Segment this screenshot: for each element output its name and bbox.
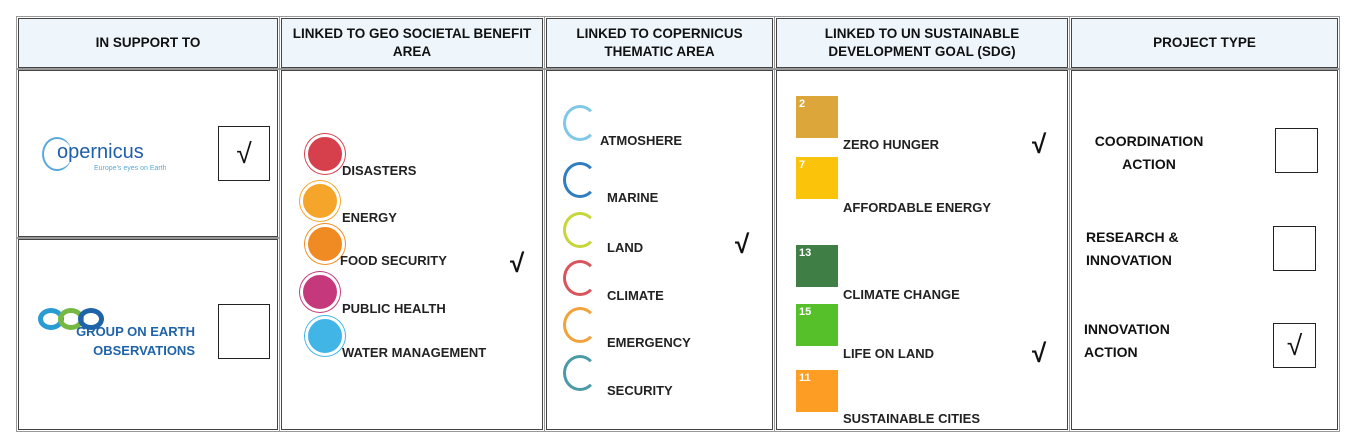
check: √ (1032, 129, 1047, 159)
checkbox: √ (218, 126, 270, 181)
header-cell: LINKED TO COPERNICUS THEMATIC AREA (544, 16, 775, 70)
checkbox (1275, 128, 1318, 173)
sdg-icon: 13 (796, 245, 838, 287)
check: √ (1032, 338, 1047, 368)
area-label: ENERGY (342, 210, 397, 225)
area-label: SECURITY (607, 383, 673, 398)
header-cell: IN SUPPORT TO (16, 16, 280, 70)
area-label: CLIMATE (607, 288, 664, 303)
body-cell (544, 68, 775, 432)
sdg-number: 7 (799, 159, 806, 171)
sdg-number: 15 (799, 306, 812, 318)
area-icon (305, 134, 345, 174)
sdg-number: 11 (799, 372, 811, 384)
sdg-label: LIFE ON LAND (843, 346, 934, 361)
header-cell: LINKED TO UN SUSTAINABLE DEVELOPMENT GOA… (774, 16, 1070, 70)
sdg-label: SUSTAINABLE CITIES (843, 411, 980, 426)
area-label: WATER MANAGEMENT (342, 345, 487, 360)
body-cell (16, 237, 280, 432)
sdg-label: AFFORDABLE ENERGY (843, 200, 992, 215)
header-cell: PROJECT TYPE (1069, 16, 1340, 70)
area-label: PUBLIC HEALTH (342, 301, 446, 316)
body-cell (279, 68, 545, 432)
project-label: COORDINATION ACTION (1094, 133, 1204, 172)
logo-arc (42, 137, 72, 171)
area-icon (300, 272, 340, 312)
area-label: FOOD SECURITY (340, 253, 447, 268)
area-icon (563, 307, 597, 343)
body-cell (16, 68, 280, 239)
area-label: LAND (607, 240, 644, 255)
area-icon (563, 212, 597, 248)
body-cell (1069, 68, 1340, 432)
area-label: MARINE (607, 190, 659, 205)
logo-name: opernicus (57, 141, 144, 163)
area-icon (563, 355, 597, 391)
logo-name: GROUP ON EARTH OBSERVATIONS (76, 324, 195, 358)
sdg-icon: 11 (796, 370, 838, 412)
area-label: ATMOSHERE (600, 133, 683, 148)
sdg-number: 2 (799, 98, 806, 110)
check: √ (510, 248, 525, 278)
area-icon (305, 316, 345, 356)
logo-tagline: Europe's eyes on Earth (94, 165, 167, 172)
area-icon (300, 181, 340, 221)
checkbox (1273, 226, 1316, 271)
sdg-icon: 7 (796, 157, 838, 199)
area-icon (563, 162, 597, 198)
sdg-icon: 15 (796, 304, 838, 346)
area-label: EMERGENCY (607, 335, 691, 350)
area-icon (305, 224, 345, 264)
sdg-label: ZERO HUNGER (843, 137, 940, 152)
area-icon (563, 105, 597, 141)
geo-logo: GROUP ON EARTH OBSERVATIONS (30, 306, 200, 366)
sdg-label: CLIMATE CHANGE (843, 287, 960, 302)
logo-ring (78, 308, 104, 330)
area-icon (563, 260, 597, 296)
header-cell: LINKED TO GEO SOCIETAL BENEFIT AREA (279, 16, 545, 70)
checkbox (218, 304, 270, 359)
body-cell (774, 68, 1070, 432)
check: √ (735, 229, 750, 259)
project-label: RESEARCH & INNOVATION (1086, 229, 1179, 268)
area-label: DISASTERS (342, 163, 417, 178)
copernicus-logo: opernicus Europe's eyes on Earth (42, 135, 182, 180)
project-label: INNOVATION ACTION (1084, 321, 1170, 360)
sdg-number: 13 (799, 247, 812, 259)
sdg-icon: 2 (796, 96, 838, 138)
checkbox: √ (1273, 323, 1316, 368)
